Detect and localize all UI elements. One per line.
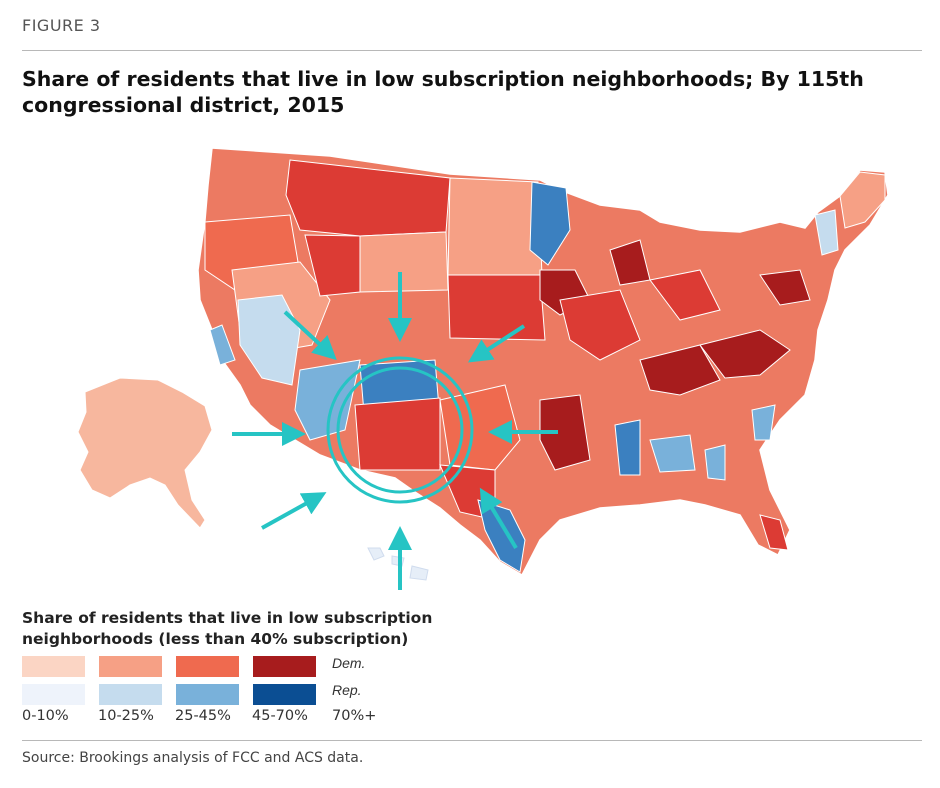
legend-swatch-rep-2 <box>176 684 239 705</box>
source-note: Source: Brookings analysis of FCC and AC… <box>22 750 364 766</box>
highlight-circle <box>326 356 474 504</box>
legend-range-2: 25-45% <box>175 708 231 724</box>
chart-title: Share of residents that live in low subs… <box>22 67 864 117</box>
legend-swatch-dem-0 <box>22 656 85 677</box>
legend-range-4: 70%+ <box>332 708 377 724</box>
figure-label: FIGURE 3 <box>22 16 101 35</box>
legend-swatch-rep-0 <box>22 684 85 705</box>
district-fills <box>204 159 886 573</box>
us-district-map <box>77 147 889 590</box>
legend-swatch-dem-2 <box>176 656 239 677</box>
legend-rep-label: Rep. <box>332 682 362 698</box>
legend-range-3: 45-70% <box>252 708 308 724</box>
bottom-divider <box>22 740 922 741</box>
legend-range-0: 0-10% <box>22 708 69 724</box>
alaska-region <box>77 377 213 529</box>
legend-dem-label: Dem. <box>332 655 366 671</box>
legend-swatch-rep-4 <box>253 684 316 705</box>
top-divider <box>22 50 922 51</box>
legend-swatch-rep-1 <box>99 684 162 705</box>
legend-swatch-dem-1 <box>99 656 162 677</box>
legend-range-1: 10-25% <box>98 708 154 724</box>
annotation-arrows <box>232 272 558 590</box>
legend-swatch-dem-4 <box>253 656 316 677</box>
legend-title: Share of residents that live in low subs… <box>22 609 433 648</box>
